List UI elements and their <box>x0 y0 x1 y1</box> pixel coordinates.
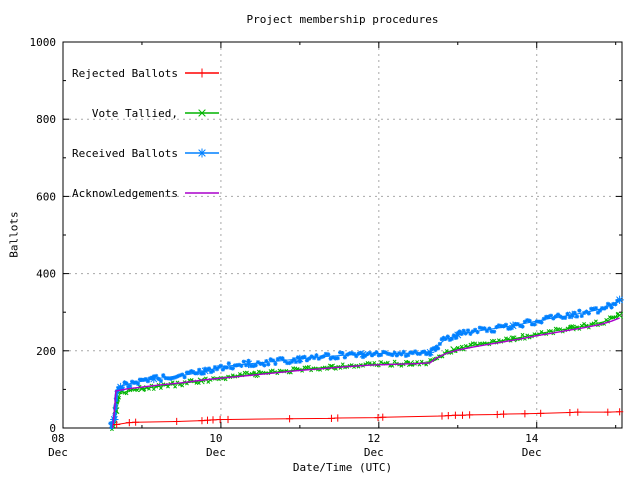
green-cross-line-sample-icon <box>185 109 219 117</box>
x-tick-label: Dec <box>48 446 68 459</box>
legend-label: Received Ballots <box>72 146 178 160</box>
gridlines <box>63 41 622 428</box>
legend-label: Rejected Ballots <box>72 66 178 80</box>
legend-entry-vote-tallied: Vote Tallied, <box>66 106 221 120</box>
x-tick-label: 10 <box>209 432 222 445</box>
legend-entry-acknowledgements: Acknowledgements <box>66 186 221 200</box>
series-rejected-ballots <box>113 408 624 429</box>
purple-line-sample-icon <box>185 192 219 194</box>
x-axis-label: Date/Time (UTC) <box>292 461 393 474</box>
chart-title: Project membership procedures <box>246 13 439 26</box>
series-received-ballots <box>108 295 624 430</box>
legend-entry-received-ballots: Received Ballots <box>66 146 221 160</box>
legend-label: Acknowledgements <box>72 186 178 200</box>
axis-ticks <box>62 41 622 429</box>
x-tick-label: Dec <box>522 446 542 459</box>
y-tick-label: 800 <box>36 113 56 126</box>
y-tick-label: 200 <box>36 345 56 358</box>
y-axis-label: Ballots <box>7 211 21 258</box>
x-tick-label: 08 <box>51 432 64 445</box>
x-tick-label: 12 <box>367 432 380 445</box>
x-tick-label: 14 <box>525 432 539 445</box>
y-tick-label: 1000 <box>30 36 57 49</box>
y-tick-label: 0 <box>49 422 56 435</box>
y-tick-label: 400 <box>36 268 56 281</box>
y-tick-label: 600 <box>36 190 56 203</box>
x-tick-label: Dec <box>364 446 384 459</box>
red-plus-line-sample-icon <box>185 68 219 78</box>
legend: Rejected Ballots Vote Tallied, Received … <box>66 40 221 226</box>
series-acknowledgements <box>112 317 620 429</box>
x-tick-label: Dec <box>206 446 226 459</box>
legend-entry-rejected-ballots: Rejected Ballots <box>66 66 221 80</box>
blue-asterisk-line-sample-icon <box>185 148 219 158</box>
legend-label: Vote Tallied, <box>91 106 178 120</box>
